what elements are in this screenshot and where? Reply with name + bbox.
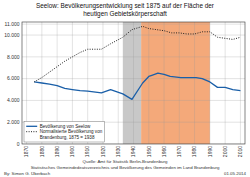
x-grid-line [194, 22, 195, 144]
annotation: Quelle: Amt für Statistik Berlin-Branden… [83, 159, 168, 164]
x-tick-label: 1950 [146, 146, 152, 157]
x-tick-label: 1920 [100, 146, 106, 157]
title: Seelow: Bevölkerungsentwicklung seit 187… [36, 2, 215, 10]
plot-area [22, 22, 245, 144]
x-grid-line [148, 22, 149, 144]
x-tick-label: 1900 [69, 146, 75, 157]
y-grid-line [22, 78, 245, 79]
x-tick-label: 1880 [39, 146, 45, 157]
y-tick-label: 4.000 [7, 97, 20, 103]
annotation: By: Simon G. Überbach [4, 171, 51, 176]
legend-box [24, 121, 104, 142]
y-tick-label: 8.000 [7, 54, 20, 60]
period-band [141, 22, 210, 144]
chart: 1870 1880 1890 1900 1910 1920 1930 1940 1950 1960… [0, 0, 250, 177]
annotation: 01.05.2014 [224, 171, 247, 176]
subtitle: heutigen Gebietskörperschaft [83, 10, 167, 18]
annotation: Statistisches Gemeindedeatsverzeichnis u… [31, 165, 220, 170]
legend-entry: Normalisierte Bevölkerung vonBrandenburg… [40, 129, 103, 139]
x-tick-label: 1930 [115, 146, 121, 157]
series-line [34, 26, 240, 82]
x-tick-label: 1940 [130, 146, 136, 157]
y-grid-line [22, 24, 245, 25]
x-grid-line [209, 22, 210, 144]
period-band [123, 22, 141, 144]
x-grid-line [240, 22, 241, 144]
x-tick-label: 1990 [207, 146, 213, 157]
y-tick-label: 0 [17, 141, 20, 147]
y-tick-label: 6.000 [7, 75, 20, 81]
legend-handle [26, 126, 37, 127]
y-grid-line [22, 35, 245, 36]
y-tick-label: 11.000 [5, 21, 20, 27]
y-tick-label: 2.000 [7, 119, 20, 125]
legend-entry-line: Normalisierte Bevölkerung von [40, 129, 103, 134]
x-grid-line [225, 22, 226, 144]
axes: 1870 1880 1890 1900 1910 1920 1930 1940 1950 1960… [4, 21, 243, 157]
x-tick-label: 1980 [191, 146, 197, 157]
x-grid-line [118, 22, 119, 144]
x-tick-label: 1870 [23, 146, 29, 157]
plot-frame [22, 22, 245, 144]
x-grid-line [179, 22, 180, 144]
legend: Bevölkerung von SeelowNormalisierte Bevö… [24, 121, 104, 142]
y-tick-label: 10.000 [4, 32, 20, 38]
y-grid-line [22, 56, 245, 57]
legend-entry-line: Bevölkerung von Seelow [40, 124, 91, 129]
x-tick-label: 1890 [54, 146, 60, 157]
x-grid-line [164, 22, 165, 144]
series-line [34, 73, 240, 99]
legend-handle [26, 131, 37, 132]
x-grid-line [133, 22, 134, 144]
x-tick-label: 1960 [161, 146, 167, 157]
x-tick-label: 1970 [176, 146, 182, 157]
background [0, 0, 250, 177]
legend-entry-line: Brandenburg, 1875 = 1938 [40, 135, 95, 140]
legend-entry: Bevölkerung von Seelow [40, 124, 91, 129]
x-tick-label: 2000 [222, 146, 228, 157]
y-grid-line [22, 100, 245, 101]
grid [22, 22, 245, 144]
x-tick-label: 1910 [84, 146, 90, 157]
x-tick-label: 2010 [237, 146, 243, 157]
